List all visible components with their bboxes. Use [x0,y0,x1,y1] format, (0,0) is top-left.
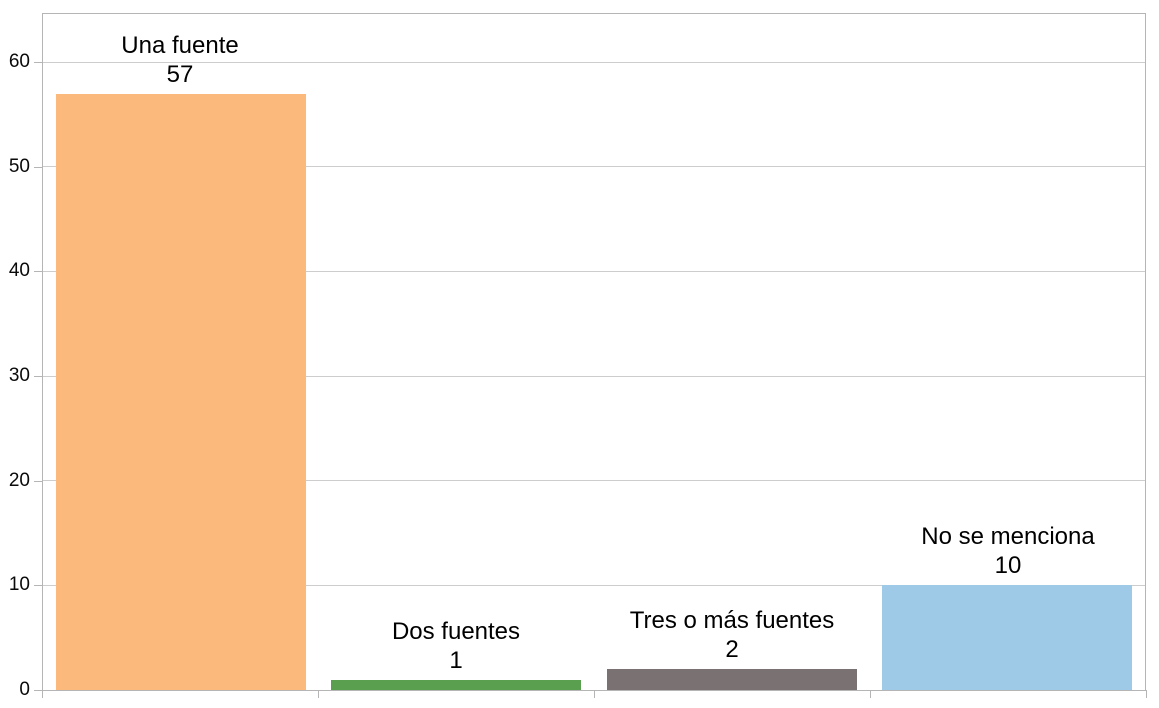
y-axis-tick-10 [34,585,42,586]
bar-value-label: 10 [994,552,1022,580]
x-axis-tick-3 [870,690,871,698]
x-axis-tick-1 [318,690,319,698]
y-axis-label-0: 0 [19,679,30,700]
y-axis-label-60: 60 [8,51,30,72]
bar-category-label: Una fuente [121,31,239,59]
bar-category-label: No se menciona [921,523,1095,551]
bar-una-fuente [55,93,306,690]
gridline-50 [43,166,1145,168]
bar-category-label: Tres o más fuentes [629,607,835,635]
x-axis-tick-0 [42,690,43,698]
bar-value-label: 1 [449,646,463,674]
bar-value-label: 57 [166,60,194,88]
bar-no-se-menciona [882,585,1133,690]
y-axis-tick-50 [34,167,42,168]
y-axis-tick-0 [34,690,42,691]
y-axis-label-40: 40 [8,260,30,281]
gridline-30 [43,375,1145,377]
bar-label-no-se-menciona: No se menciona 10 [845,522,1159,580]
bar-category-label: Dos fuentes [391,617,521,645]
bar-label-dos-fuentes: Dos fuentes 1 [293,617,619,675]
gridline-20 [43,480,1145,482]
gridline-40 [43,270,1145,272]
y-axis-tick-40 [34,271,42,272]
y-axis-label-10: 10 [8,574,30,595]
bar-label-tres-o-mas-fuentes: Tres o más fuentes 2 [569,606,895,664]
y-axis-label-50: 50 [8,156,30,177]
bar-tres-o-mas-fuentes [606,669,857,690]
y-axis-label-20: 20 [8,470,30,491]
bar-dos-fuentes [331,679,582,690]
x-axis-tick-2 [594,690,595,698]
y-axis-label-30: 30 [8,365,30,386]
y-axis-tick-30 [34,376,42,377]
bar-label-una-fuente: Una fuente 57 [17,31,343,89]
plot-area [42,13,1146,691]
y-axis-tick-20 [34,481,42,482]
bar-value-label: 2 [725,636,739,664]
x-axis-tick-4 [1146,690,1147,698]
gridline-10 [43,584,1145,586]
y-axis-tick-60 [34,62,42,63]
gridline-60 [43,61,1145,63]
